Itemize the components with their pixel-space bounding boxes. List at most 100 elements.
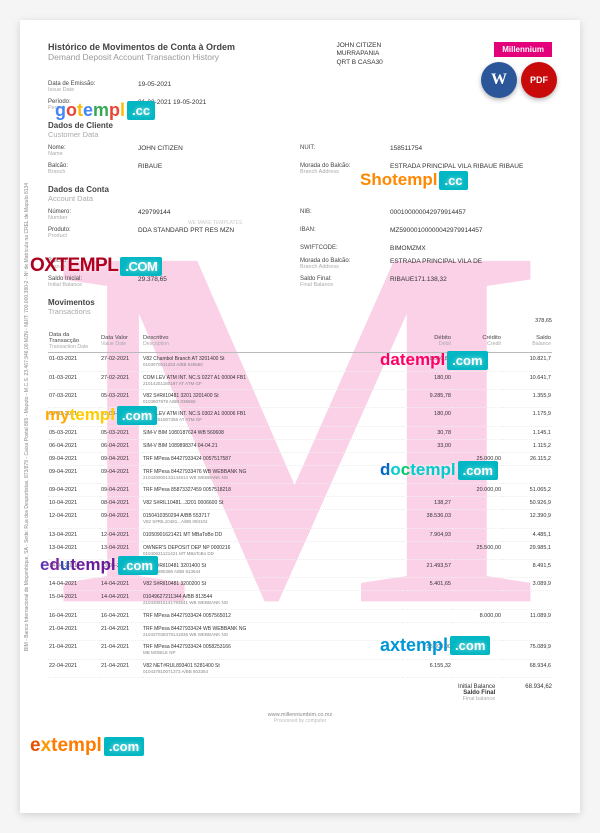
tx-date: 09-04-2021 bbox=[48, 484, 100, 497]
tx-section-en: Transactions bbox=[48, 307, 552, 316]
tx-credit: 8.000,00 bbox=[452, 609, 502, 622]
branch-label-en: Branch bbox=[48, 169, 138, 175]
pdf-badge[interactable]: PDF bbox=[521, 62, 557, 98]
tx-date: 01-03-2021 bbox=[48, 353, 100, 371]
tx-credit bbox=[452, 591, 502, 609]
table-row: 15-04-202114-04-202101049627211344 A/BB … bbox=[48, 591, 552, 609]
account-section: Dados da Conta Account Data bbox=[48, 185, 552, 203]
tx-credit bbox=[452, 560, 502, 578]
tx-debit bbox=[402, 484, 452, 497]
tx-desc: TRF MPesa 84427933424 0057517587 bbox=[142, 452, 402, 465]
tx-vdate: 13-04-2021 bbox=[100, 560, 142, 578]
tx-date: 01-03-2021 bbox=[48, 371, 100, 389]
table-row: 12-04-202109-04-20210150410350294 A/BB 5… bbox=[48, 510, 552, 528]
tx-desc: V82 S#RIL10481...3201 0006600 St bbox=[142, 497, 402, 510]
acct-num-label-en: Number bbox=[48, 215, 138, 221]
tx-desc: V82 S#Ril10481 3201 3201400 St0103807878… bbox=[142, 390, 402, 408]
acct-branch-addr-label-en: Branch Address bbox=[300, 264, 390, 270]
customer-section: Dados de Cliente Customer Data bbox=[48, 121, 552, 139]
tx-balance: 10.641,7 bbox=[502, 371, 552, 389]
period-label-en: Period bbox=[48, 105, 138, 111]
table-row: 14-04-202113-04-2021V82 S#Ril10481 32014… bbox=[48, 560, 552, 578]
tx-vdate: 02-03-2021 bbox=[100, 408, 142, 426]
addr-line-2: MURRAPANIA bbox=[336, 50, 382, 58]
init-bal-label-en: Initial Balance bbox=[48, 282, 138, 288]
tx-debit: 180,00 bbox=[402, 408, 452, 426]
tx-vdate: 09-04-2021 bbox=[100, 510, 142, 528]
nuit-value: 158511754 bbox=[390, 145, 422, 157]
title-en: Demand Deposit Account Transaction Histo… bbox=[48, 52, 235, 62]
tx-debit: 9.285,78 bbox=[402, 390, 452, 408]
tx-vdate: 05-03-2021 bbox=[100, 426, 142, 439]
tx-debit: 38.536,03 bbox=[402, 510, 452, 528]
tx-vdate: 12-04-2021 bbox=[100, 528, 142, 541]
name-value: JOHN CITIZEN bbox=[138, 145, 183, 157]
header: Histórico de Movimentos de Conta à Ordem… bbox=[48, 42, 552, 67]
tx-desc: V82 S#Ril10481 3200200 St bbox=[142, 578, 402, 591]
tx-balance: 4.485,1 bbox=[502, 528, 552, 541]
footer-balance: Initial Balance Saldo Final Final balanc… bbox=[48, 684, 552, 702]
tx-date: 06-04-2021 bbox=[48, 439, 100, 452]
tx-balance: 75.089,9 bbox=[502, 641, 552, 659]
word-badge-glyph: W bbox=[491, 71, 507, 89]
tx-desc: TRF MPesa 85873327459 0057518218 bbox=[142, 484, 402, 497]
tx-credit: 25.500,00 bbox=[452, 541, 502, 559]
tx-debit bbox=[402, 541, 452, 559]
tx-balance: 11.089,9 bbox=[502, 609, 552, 622]
tx-date: 15-04-2021 bbox=[48, 591, 100, 609]
table-row: 09-04-202109-04-2021TRF MPesa 8442793342… bbox=[48, 452, 552, 465]
footer-fin-bal-en: Final balance bbox=[458, 696, 495, 702]
tx-date: 16-04-2021 bbox=[48, 609, 100, 622]
tx-debit bbox=[402, 465, 452, 483]
table-row: 21-04-202121-04-2021TRF MPesa 8442793342… bbox=[48, 622, 552, 640]
tx-debit: 33,00 bbox=[402, 439, 452, 452]
tx-debit: 180,00 bbox=[402, 371, 452, 389]
tx-desc: COM LEV ATM INT. NC.S 0227 A1 00004 FB12… bbox=[142, 371, 402, 389]
table-row: 13-04-202113-04-2021OWNER'S DEPOSIT DEP … bbox=[48, 541, 552, 559]
transactions-section: Movimentos Transactions bbox=[48, 298, 552, 316]
tx-balance: 1.175,9 bbox=[502, 408, 552, 426]
tx-desc: TRF MPesa 84427933424 WB WEBBANK NG21043… bbox=[142, 622, 402, 640]
tx-debit bbox=[402, 591, 452, 609]
tx-debit: 138,27 bbox=[402, 497, 452, 510]
word-badge[interactable]: W bbox=[481, 62, 517, 98]
tx-desc: SIM-V BIM 1089898374 04-04.21 bbox=[142, 439, 402, 452]
table-row: 08-03-202102-03-2021COM LEV ATM INT. NC.… bbox=[48, 408, 552, 426]
tx-date: 10-04-2021 bbox=[48, 497, 100, 510]
tx-balance: 51.065,2 bbox=[502, 484, 552, 497]
tx-debit: 5.401,65 bbox=[402, 578, 452, 591]
tx-date: 13-04-2021 bbox=[48, 541, 100, 559]
tx-balance: 12.390,9 bbox=[502, 510, 552, 528]
footer-processed: Processed by computer bbox=[48, 718, 552, 724]
table-row: 13-04-202112-04-202101050901621421 MT MB… bbox=[48, 528, 552, 541]
tx-date: 08-03-2021 bbox=[48, 408, 100, 426]
table-row: 16-04-202116-04-2021TRF MPesa 8442793342… bbox=[48, 609, 552, 622]
address-block: JOHN CITIZEN MURRAPANIA QRT B CASA30 bbox=[336, 42, 382, 67]
tx-desc: TRF MPesa 84427933424 0058253166MB MOBIL… bbox=[142, 641, 402, 659]
document-page: M BIM - Banco Internacional de Moçambiqu… bbox=[20, 20, 580, 813]
tx-balance: 68.934,6 bbox=[502, 659, 552, 677]
swift-label: SWIFTCODE: bbox=[300, 245, 390, 251]
tx-vdate: 13-04-2021 bbox=[100, 541, 142, 559]
tx-credit bbox=[452, 465, 502, 483]
tx-credit bbox=[452, 578, 502, 591]
tx-desc: COM LEV ATM INT. NC.S 0302 A1 00006 FB12… bbox=[142, 408, 402, 426]
table-row: 05-03-202105-03-2021SIM-V BIM 1080187624… bbox=[48, 426, 552, 439]
tx-desc: 01050901621421 MT MBaToBo DD bbox=[142, 528, 402, 541]
bank-logo: Millennium bbox=[494, 42, 552, 57]
table-row: 22-04-202121-04-2021V82 NET#RUL893401 52… bbox=[48, 659, 552, 677]
fin-bal-value: RIBAUE171.138,32 bbox=[390, 276, 447, 288]
branch-addr-value: ESTRADA PRINCIPAL VILA RIBAUE RIBAUE bbox=[390, 163, 523, 175]
tx-debit bbox=[402, 452, 452, 465]
tx-vdate: 14-04-2021 bbox=[100, 578, 142, 591]
tx-date: 05-03-2021 bbox=[48, 426, 100, 439]
vertical-legal-text: BIM - Banco Internacional de Moçambique,… bbox=[24, 182, 30, 650]
iban-value: MZ59000100000042979914457 bbox=[390, 227, 483, 239]
footer-site: www.millenniumbim.co.mz Processed by com… bbox=[48, 712, 552, 724]
tx-credit bbox=[452, 353, 502, 371]
tx-vdate: 09-04-2021 bbox=[100, 484, 142, 497]
tx-date: 14-04-2021 bbox=[48, 578, 100, 591]
name-label-en: Name bbox=[48, 151, 138, 157]
tx-desc: V82 S#Ril10481 3201400 St030462885386 A/… bbox=[142, 560, 402, 578]
tx-desc: 0150410350294 A/BB 553717V82 S#RIL10481.… bbox=[142, 510, 402, 528]
